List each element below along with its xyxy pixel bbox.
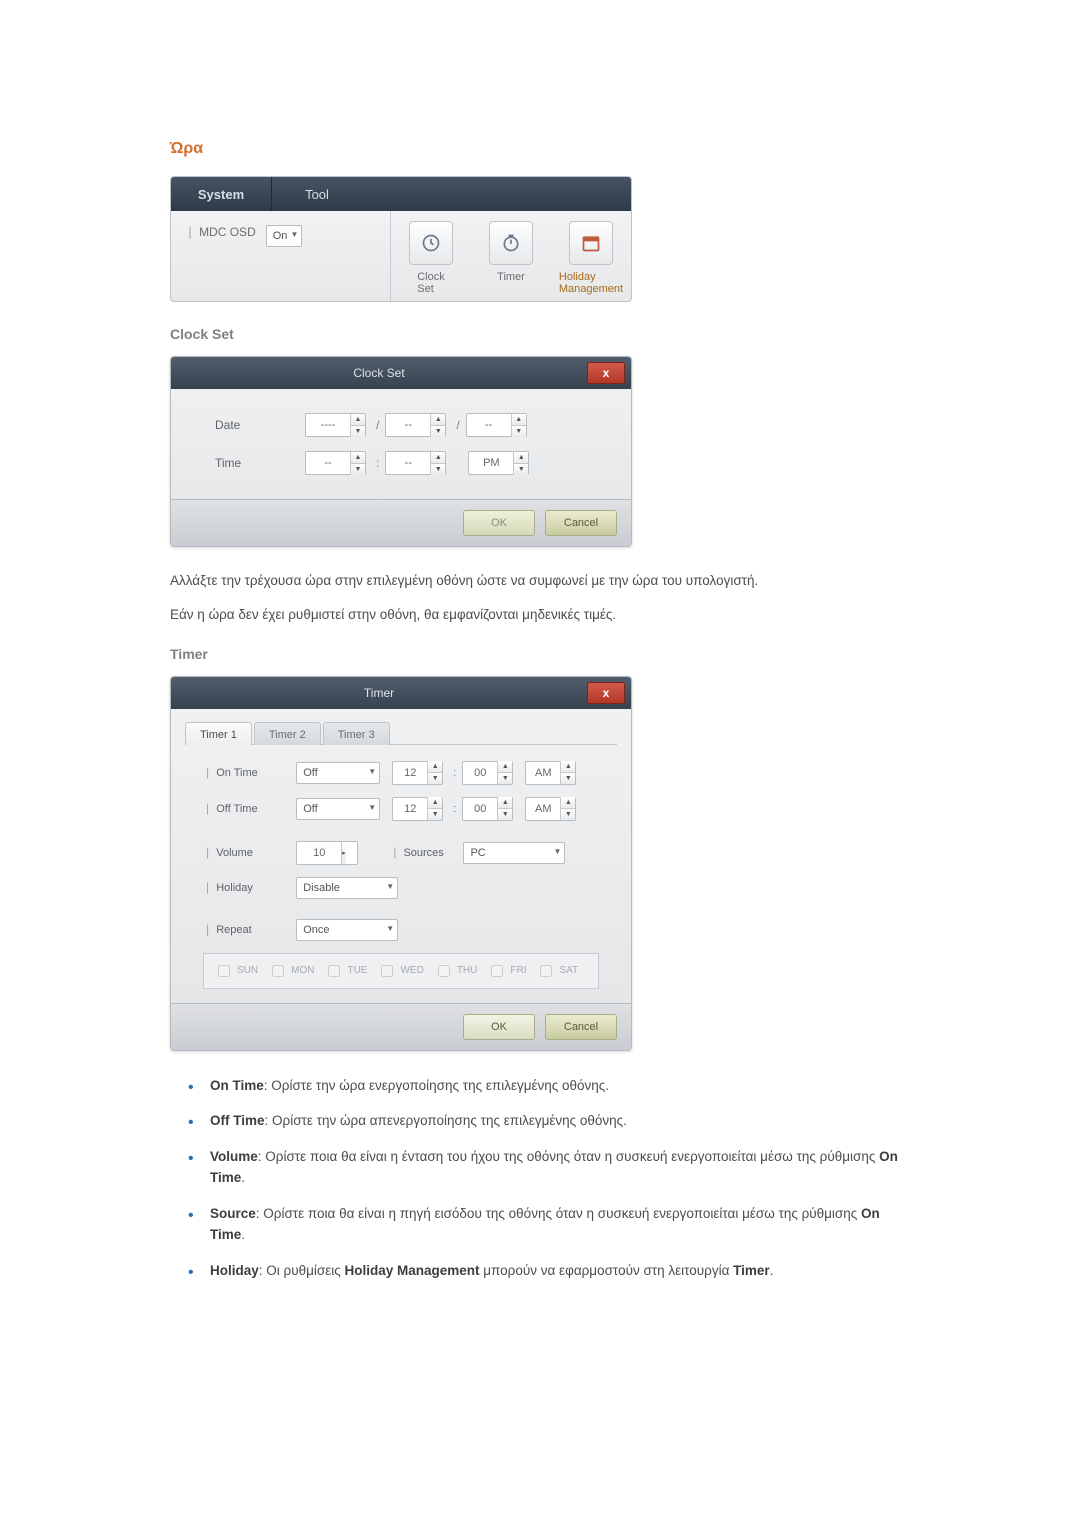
clock-set-dialog: Clock Set x Date ----▲▼ / --▲▼ / --▲▼ Ti… (170, 356, 632, 547)
ok-button[interactable]: OK (463, 510, 535, 536)
paragraph-1: Αλλάξτε την τρέχουσα ώρα στην επιλεγμένη… (170, 571, 910, 591)
clock-set-subhead: Clock Set (170, 326, 910, 342)
off-time-hour-spinner[interactable]: 12▲▼ (392, 797, 443, 821)
tab-system[interactable]: System (171, 177, 272, 211)
repeat-label: Repeat (216, 924, 296, 936)
cancel-button[interactable]: Cancel (545, 1014, 617, 1040)
date-day-spinner[interactable]: --▲▼ (466, 413, 527, 437)
timer-tab-3[interactable]: Timer 3 (323, 722, 390, 745)
tab-tool[interactable]: Tool (272, 177, 362, 211)
date-label: Date (215, 418, 305, 432)
day-mon[interactable]: MON (268, 962, 314, 980)
close-button[interactable]: x (587, 362, 625, 384)
on-time-ampm-spinner[interactable]: AM▲▼ (525, 761, 576, 785)
days-group: SUN MON TUE WED THU FRI SAT (203, 953, 599, 989)
holiday-icon-label: HolidayManagement (559, 271, 623, 295)
date-year-spinner[interactable]: ----▲▼ (305, 413, 366, 437)
day-sun[interactable]: SUN (214, 962, 258, 980)
timer-dialog-title: Timer (171, 686, 587, 700)
day-thu[interactable]: THU (434, 962, 478, 980)
timer-tab-2[interactable]: Timer 2 (254, 722, 321, 745)
mdc-osd-label: ❘MDC OSD (185, 225, 256, 239)
volume-label: Volume (216, 847, 296, 859)
on-time-label: On Time (216, 767, 296, 779)
cancel-button[interactable]: Cancel (545, 510, 617, 536)
sources-label: Sources (403, 847, 463, 859)
ok-button[interactable]: OK (463, 1014, 535, 1040)
timer-icon-button[interactable]: Timer (471, 221, 551, 301)
clock-set-dialog-title: Clock Set (171, 366, 587, 380)
note-holiday: Holiday: Οι ρυθμίσεις Holiday Management… (192, 1260, 910, 1282)
close-button[interactable]: x (587, 682, 625, 704)
note-source: Source: Ορίστε ποια θα είναι η πηγή εισό… (192, 1203, 910, 1246)
off-time-label: Off Time (216, 803, 296, 815)
holiday-icon-button[interactable]: HolidayManagement (551, 221, 631, 301)
on-time-hour-spinner[interactable]: 12▲▼ (392, 761, 443, 785)
time-hour-spinner[interactable]: --▲▼ (305, 451, 366, 475)
holiday-dropdown[interactable]: Disable (296, 877, 398, 899)
off-time-min-spinner[interactable]: 00▲▼ (462, 797, 513, 821)
paragraph-2: Εάν η ώρα δεν έχει ρυθμιστεί στην οθόνη,… (170, 605, 910, 625)
timer-icon-label: Timer (497, 271, 525, 283)
mdc-osd-label-text: MDC OSD (199, 225, 256, 239)
day-sat[interactable]: SAT (536, 962, 578, 980)
volume-spinner[interactable]: 10▸ (296, 841, 358, 865)
system-panel: System Tool ❘MDC OSD On ClockSet Timer (170, 176, 632, 302)
notes-list: On Time: Ορίστε την ώρα ενεργοποίησης τη… (170, 1075, 910, 1282)
day-tue[interactable]: TUE (324, 962, 367, 980)
holiday-label: Holiday (216, 882, 296, 894)
section-title: Ώρα (170, 140, 910, 158)
clock-set-icon-label: ClockSet (417, 271, 445, 295)
day-fri[interactable]: FRI (487, 962, 526, 980)
time-min-spinner[interactable]: --▲▼ (385, 451, 446, 475)
sources-dropdown[interactable]: PC (463, 842, 565, 864)
note-volume: Volume: Ορίστε ποια θα είναι η ένταση το… (192, 1146, 910, 1189)
on-time-enable-dropdown[interactable]: Off (296, 762, 380, 784)
timer-tab-1[interactable]: Timer 1 (185, 722, 252, 745)
date-month-spinner[interactable]: --▲▼ (385, 413, 446, 437)
note-on-time: On Time: Ορίστε την ώρα ενεργοποίησης τη… (192, 1075, 910, 1097)
time-label: Time (215, 456, 305, 470)
note-off-time: Off Time: Ορίστε την ώρα απενεργοποίησης… (192, 1110, 910, 1132)
day-wed[interactable]: WED (377, 962, 423, 980)
off-time-enable-dropdown[interactable]: Off (296, 798, 380, 820)
timer-subhead: Timer (170, 646, 910, 662)
timer-dialog: Timer x Timer 1 Timer 2 Timer 3 ❘On Time… (170, 676, 632, 1051)
repeat-dropdown[interactable]: Once (296, 919, 398, 941)
clock-set-icon-button[interactable]: ClockSet (391, 221, 471, 301)
time-ampm-spinner[interactable]: PM▲▼ (468, 451, 529, 475)
off-time-ampm-spinner[interactable]: AM▲▼ (525, 797, 576, 821)
mdc-osd-dropdown[interactable]: On (266, 225, 303, 247)
on-time-min-spinner[interactable]: 00▲▼ (462, 761, 513, 785)
